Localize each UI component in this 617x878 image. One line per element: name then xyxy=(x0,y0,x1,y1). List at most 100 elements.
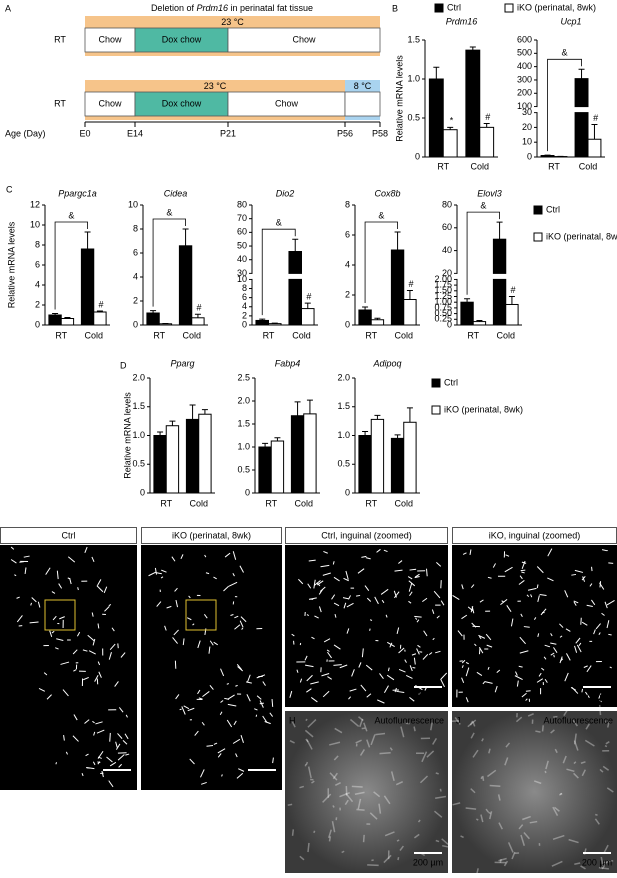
signal xyxy=(506,605,512,613)
signal xyxy=(581,769,586,777)
signal xyxy=(470,606,474,613)
signal xyxy=(237,666,244,672)
signal xyxy=(124,733,129,740)
signal xyxy=(536,584,539,589)
signal xyxy=(496,669,501,673)
bar xyxy=(358,309,372,326)
signal xyxy=(573,601,577,606)
signal xyxy=(461,584,464,590)
axis-break xyxy=(248,273,318,279)
signal xyxy=(240,734,244,743)
y-tick-label: 30 xyxy=(237,268,247,278)
signal xyxy=(440,678,445,688)
signal xyxy=(188,595,191,599)
signal xyxy=(329,741,341,746)
signal xyxy=(551,860,563,867)
signal xyxy=(498,822,503,830)
significance-bracket xyxy=(466,211,500,295)
y-tick-label: 1.5 xyxy=(407,34,420,44)
y-tick-label: 1.0 xyxy=(237,441,250,451)
signal xyxy=(472,721,476,727)
signal xyxy=(356,808,365,811)
signal xyxy=(605,741,610,745)
signal xyxy=(589,583,593,587)
signal xyxy=(515,716,523,723)
signal xyxy=(14,574,17,577)
significance-bracket xyxy=(152,218,186,307)
chart-title: Ppargc1a xyxy=(58,188,97,198)
signal xyxy=(376,548,381,553)
signal xyxy=(536,566,544,574)
signal xyxy=(82,649,88,652)
signal xyxy=(308,597,317,600)
signal xyxy=(205,572,210,575)
y-tick-label: 0.5 xyxy=(407,112,420,122)
signal xyxy=(164,625,167,631)
signal xyxy=(465,697,469,703)
signal xyxy=(219,711,223,716)
signal xyxy=(171,556,176,562)
chart-title: Adipoq xyxy=(372,358,401,368)
signal xyxy=(332,772,338,780)
x-tick-label: Cold xyxy=(189,498,208,508)
signal xyxy=(478,647,481,655)
y-tick-label: 60 xyxy=(442,222,452,232)
significance-marker: # xyxy=(485,112,491,122)
y-tick-label: 0 xyxy=(245,487,250,497)
signal xyxy=(342,597,349,600)
stain-label: Autofluorescence xyxy=(374,715,444,725)
y-tick-label: 6 xyxy=(345,229,350,239)
bar xyxy=(442,129,458,158)
signal xyxy=(55,762,57,765)
scale-bar-label: 1000 µm xyxy=(244,774,279,784)
bar xyxy=(288,251,302,326)
signal xyxy=(24,567,27,575)
signal xyxy=(470,788,476,794)
legend-swatch xyxy=(504,3,514,13)
signal xyxy=(322,690,330,698)
signal xyxy=(435,650,441,654)
diet-label: Dox chow xyxy=(162,34,202,44)
signal xyxy=(117,754,125,761)
error-bar xyxy=(189,404,196,420)
signal xyxy=(440,600,445,606)
signal xyxy=(554,748,558,754)
y-tick-label: 40 xyxy=(237,254,247,264)
signal xyxy=(489,784,501,787)
signal xyxy=(38,687,46,692)
signal xyxy=(467,719,477,728)
signal xyxy=(431,609,435,614)
signal xyxy=(553,654,555,658)
header-box xyxy=(285,527,448,544)
y-tick-label: 6 xyxy=(35,259,40,269)
title-part: Deletion of xyxy=(151,3,197,13)
signal xyxy=(202,691,210,698)
signal xyxy=(574,645,578,653)
signal xyxy=(95,721,103,725)
y-tick-label: 2.0 xyxy=(237,395,250,405)
signal xyxy=(357,798,362,810)
y-tick-label: 0 xyxy=(345,487,350,497)
temperature-label: 23 °C xyxy=(204,81,227,91)
error-bar xyxy=(52,313,59,315)
signal xyxy=(73,714,78,721)
signal xyxy=(604,720,607,724)
diet-label: Chow xyxy=(275,98,299,108)
signal xyxy=(333,644,341,650)
diet-segment xyxy=(134,27,229,53)
signal xyxy=(535,730,541,733)
signal xyxy=(271,699,274,707)
signal xyxy=(585,723,590,730)
signal xyxy=(306,614,310,616)
signal xyxy=(487,811,491,815)
signal xyxy=(10,559,17,564)
signal xyxy=(426,568,428,577)
signal xyxy=(409,665,413,672)
bar xyxy=(301,308,315,326)
signal xyxy=(516,680,519,687)
signal xyxy=(307,718,317,728)
bar xyxy=(390,437,405,494)
bar xyxy=(303,413,317,494)
bar xyxy=(146,312,160,326)
